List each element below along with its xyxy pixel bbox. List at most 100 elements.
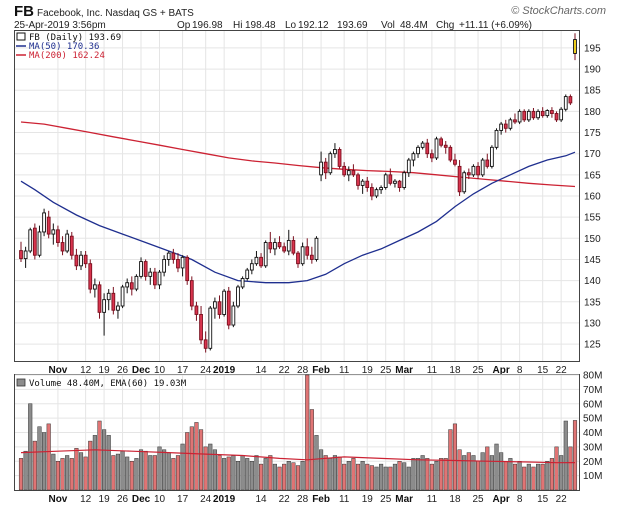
- volume-bar: [291, 462, 296, 491]
- date-label-3: 26: [117, 365, 129, 376]
- volume-bar: [397, 461, 402, 491]
- volume-date-label-18: 18: [449, 494, 461, 505]
- volume-bar: [268, 455, 273, 491]
- candle-body: [383, 174, 388, 188]
- candle-body: [102, 299, 106, 313]
- volume-bar: [323, 455, 328, 491]
- volume-legend: Volume 48.40M, EMA(60) 19.03M: [16, 378, 187, 389]
- volume-bar: [263, 458, 268, 491]
- price-tick-label-175: 175: [584, 128, 601, 139]
- candle-body: [471, 165, 476, 176]
- candle-body: [236, 286, 240, 307]
- volume-bar: [55, 461, 60, 491]
- candle-body: [305, 246, 310, 256]
- volume-bar: [536, 463, 541, 491]
- price-tick-label-195: 195: [584, 43, 601, 54]
- volume-date-label-19: 25: [472, 494, 484, 505]
- volume-bar: [125, 456, 130, 491]
- volume-bar: [462, 455, 467, 491]
- watermark-text: © StockCharts.com: [511, 5, 606, 17]
- candle-body: [513, 119, 517, 123]
- volume-bar: [32, 440, 37, 491]
- company-exchange: Facebook, Inc. Nasdaq GS + BATS: [37, 8, 194, 19]
- volume-bar: [65, 455, 70, 491]
- volume-date-label-17: 11: [427, 494, 438, 505]
- volume-date-label-9: 14: [256, 494, 268, 505]
- volume-bar: [351, 458, 356, 491]
- volume-bar: [342, 463, 347, 491]
- date-label-5: 10: [154, 365, 166, 376]
- candle-body: [480, 159, 485, 176]
- volume-date-label-13: 11: [339, 494, 350, 505]
- volume-bar: [494, 443, 499, 491]
- legend-price: FB (Daily) 193.69: [29, 33, 121, 43]
- candle-body: [517, 110, 522, 123]
- volume-bar: [46, 423, 51, 491]
- candle-body: [328, 153, 333, 174]
- candle-body: [554, 113, 559, 121]
- volume-bar: [217, 455, 222, 491]
- candle-body: [563, 96, 568, 110]
- legend-ma200: MA(200) 162.24: [29, 51, 105, 61]
- volume-bar: [383, 466, 388, 491]
- candle-body: [430, 153, 434, 159]
- volume-bar: [319, 449, 324, 491]
- candle-body: [402, 172, 407, 188]
- candle-body: [162, 259, 166, 273]
- candle-body: [143, 261, 148, 277]
- candle-body: [240, 278, 245, 288]
- price-tick-label-170: 170: [584, 149, 601, 160]
- volume-bar: [314, 435, 319, 491]
- candle-body: [531, 110, 536, 119]
- candle-body: [485, 159, 490, 167]
- candle-body: [120, 286, 125, 307]
- volume-bar: [111, 455, 116, 491]
- candle-body: [157, 271, 162, 286]
- volume-bar: [508, 458, 513, 491]
- volume-bar: [74, 448, 79, 491]
- candle-body: [508, 119, 513, 129]
- volume-bar: [259, 463, 264, 491]
- candle-body: [296, 252, 300, 265]
- candle-body: [226, 290, 231, 326]
- candle-body: [545, 110, 550, 117]
- volume-bar: [212, 449, 217, 491]
- candle-body: [180, 256, 185, 269]
- candle-body: [97, 284, 102, 313]
- candle-body: [37, 231, 42, 256]
- candle-body: [453, 159, 457, 165]
- candle-body: [282, 246, 287, 252]
- volume-tick-label-10: 10M: [583, 471, 602, 482]
- volume-date-label-5: 10: [154, 494, 166, 505]
- volume-bar: [503, 461, 508, 491]
- volume-bar: [328, 458, 333, 491]
- volume-date-label-8: 2019: [213, 494, 236, 505]
- date-label-21: 8: [517, 365, 523, 376]
- volume-bar: [332, 455, 337, 491]
- candle-body: [199, 314, 203, 341]
- date-label-14: 19: [362, 365, 374, 376]
- candle-body: [74, 254, 79, 267]
- candle-body: [559, 108, 564, 121]
- price-gridlines: [15, 31, 579, 361]
- volume-date-label-23: 22: [556, 494, 568, 505]
- candle-body: [522, 110, 527, 121]
- stat-close-value: 193.69: [337, 20, 368, 31]
- volume-tick-label-80: 80M: [583, 371, 602, 382]
- volume-tick-label-70: 70M: [583, 385, 602, 396]
- volume-bar: [115, 453, 121, 491]
- volume-bar: [526, 463, 531, 491]
- candle-body: [65, 233, 70, 252]
- candle-body: [342, 165, 347, 176]
- date-label-8: 2019: [213, 365, 236, 376]
- candle-body: [466, 172, 471, 176]
- candle-body: [416, 146, 420, 155]
- volume-tick-label-60: 60M: [583, 399, 602, 410]
- price-tick-label-150: 150: [584, 234, 601, 245]
- volume-bar: [198, 429, 204, 491]
- candle-body: [79, 254, 83, 267]
- volume-bar: [522, 466, 527, 491]
- price-tick-label-180: 180: [584, 107, 601, 118]
